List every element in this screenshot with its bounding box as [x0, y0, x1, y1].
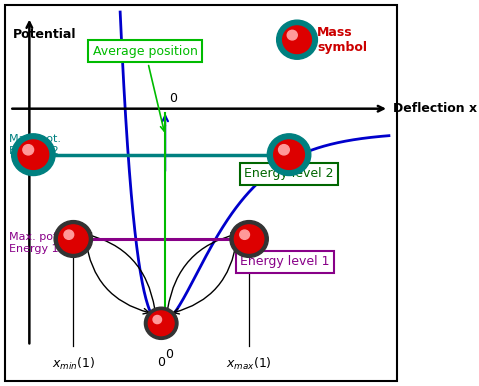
Text: Energy level 1: Energy level 1 [240, 245, 330, 269]
Text: 0: 0 [157, 356, 165, 369]
Circle shape [234, 225, 264, 253]
Circle shape [11, 134, 55, 176]
Text: 0: 0 [165, 348, 173, 361]
Circle shape [277, 20, 318, 59]
Text: Mass
symbol: Mass symbol [317, 26, 367, 54]
Circle shape [230, 220, 268, 257]
Circle shape [23, 145, 34, 155]
Circle shape [58, 225, 88, 253]
Text: Max. pot.
Energy 2: Max. pot. Energy 2 [10, 134, 61, 156]
Text: Potential: Potential [13, 28, 77, 41]
Circle shape [267, 134, 311, 176]
Circle shape [287, 30, 297, 40]
Circle shape [274, 140, 304, 169]
Text: 0: 0 [169, 92, 177, 105]
Text: Average position: Average position [93, 45, 198, 131]
Text: $x_{min}(1)$: $x_{min}(1)$ [52, 356, 95, 372]
Circle shape [18, 140, 49, 169]
Circle shape [283, 26, 311, 54]
Circle shape [240, 230, 250, 239]
Circle shape [54, 220, 92, 257]
Circle shape [64, 230, 74, 239]
Text: Max. pot.
Energy 1: Max. pot. Energy 1 [10, 232, 61, 254]
Text: Deflection x: Deflection x [393, 102, 477, 115]
Circle shape [279, 145, 289, 155]
Text: $x_{max}(1)$: $x_{max}(1)$ [226, 356, 272, 372]
Circle shape [148, 311, 174, 336]
Circle shape [144, 307, 178, 339]
Text: Energy level 2: Energy level 2 [244, 159, 334, 180]
Circle shape [153, 315, 161, 323]
